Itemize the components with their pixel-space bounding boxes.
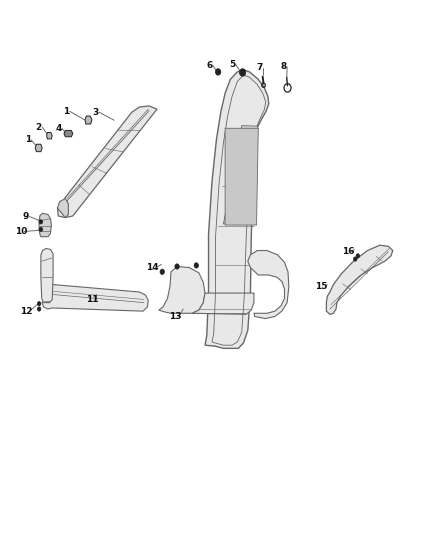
Text: 11: 11 bbox=[86, 295, 99, 304]
Text: 12: 12 bbox=[20, 306, 32, 316]
Text: 15: 15 bbox=[315, 282, 328, 291]
Circle shape bbox=[39, 227, 42, 231]
Text: 9: 9 bbox=[23, 212, 29, 221]
Circle shape bbox=[37, 307, 41, 311]
Polygon shape bbox=[205, 70, 269, 349]
Polygon shape bbox=[41, 248, 53, 303]
Text: 7: 7 bbox=[256, 63, 262, 72]
Polygon shape bbox=[57, 198, 68, 217]
Text: 8: 8 bbox=[280, 62, 287, 71]
Circle shape bbox=[39, 220, 42, 224]
Polygon shape bbox=[35, 144, 42, 152]
Circle shape bbox=[175, 264, 179, 269]
Text: 10: 10 bbox=[14, 227, 27, 236]
Circle shape bbox=[160, 269, 164, 274]
Polygon shape bbox=[326, 245, 393, 314]
Text: 6: 6 bbox=[206, 61, 212, 70]
Polygon shape bbox=[248, 251, 289, 319]
Polygon shape bbox=[85, 116, 92, 124]
Polygon shape bbox=[192, 293, 254, 314]
Polygon shape bbox=[57, 106, 157, 217]
Text: 13: 13 bbox=[169, 312, 182, 321]
Circle shape bbox=[353, 257, 357, 261]
Text: 5: 5 bbox=[229, 60, 235, 69]
Circle shape bbox=[356, 254, 360, 258]
Text: 14: 14 bbox=[146, 263, 159, 272]
Polygon shape bbox=[42, 285, 148, 311]
Circle shape bbox=[194, 263, 198, 268]
Polygon shape bbox=[46, 133, 52, 139]
Polygon shape bbox=[225, 128, 258, 225]
Polygon shape bbox=[39, 213, 51, 237]
Circle shape bbox=[240, 69, 246, 76]
Text: 1: 1 bbox=[63, 107, 69, 116]
Text: 3: 3 bbox=[93, 108, 99, 117]
Circle shape bbox=[215, 69, 221, 75]
Polygon shape bbox=[223, 126, 258, 224]
Circle shape bbox=[37, 302, 41, 306]
Polygon shape bbox=[159, 266, 205, 313]
Polygon shape bbox=[64, 131, 73, 137]
Text: 16: 16 bbox=[342, 247, 354, 256]
Text: 4: 4 bbox=[55, 124, 61, 133]
Text: 2: 2 bbox=[35, 123, 42, 132]
Text: 1: 1 bbox=[25, 135, 31, 144]
